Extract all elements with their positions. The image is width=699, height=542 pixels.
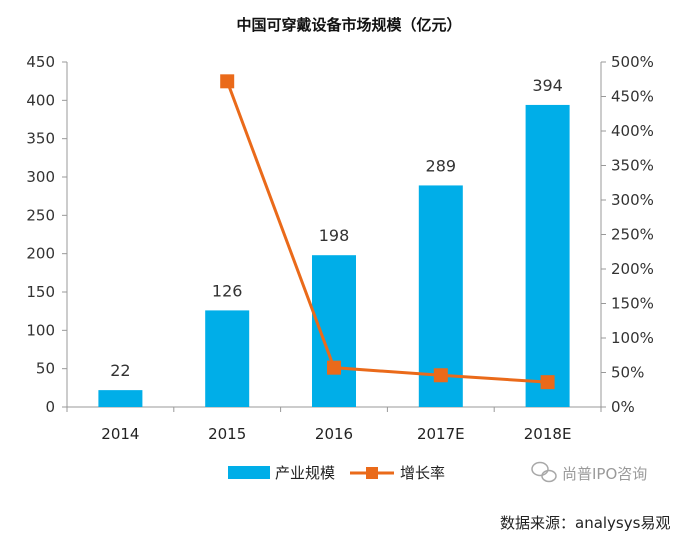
source-note: 数据来源：analysys易观 bbox=[500, 514, 670, 532]
line-point bbox=[433, 368, 448, 383]
chart-title: 中国可穿戴设备市场规模（亿元） bbox=[236, 16, 461, 34]
bar bbox=[312, 255, 356, 407]
left-tick-label: 400 bbox=[26, 91, 55, 109]
bar-data-label: 126 bbox=[212, 281, 243, 300]
legend: 产业规模 增长率 bbox=[228, 464, 445, 482]
left-tick-label: 100 bbox=[26, 321, 55, 339]
right-tick-label: 0% bbox=[611, 398, 635, 416]
right-tick-label: 100% bbox=[611, 329, 654, 347]
watermark-text: 尚普IPO咨询 bbox=[562, 465, 647, 483]
line-series bbox=[220, 74, 555, 390]
left-y-axis: 0 50 100 150 200 250 300 350 400 450 bbox=[26, 53, 68, 416]
left-tick-label: 250 bbox=[26, 206, 55, 224]
left-tick-label: 200 bbox=[26, 245, 55, 263]
x-tick-label: 2017E bbox=[417, 425, 465, 443]
wechat-icon bbox=[531, 461, 557, 483]
legend-swatch-marker bbox=[366, 467, 378, 479]
x-axis: 2014 2015 2016 2017E 2018E bbox=[66, 406, 602, 443]
line-point bbox=[220, 74, 235, 89]
left-tick-label: 150 bbox=[26, 283, 55, 301]
right-tick-label: 300% bbox=[611, 191, 654, 209]
bar bbox=[98, 390, 143, 407]
right-tick-label: 200% bbox=[611, 260, 654, 278]
bar-data-label: 289 bbox=[426, 156, 457, 175]
bar bbox=[205, 310, 250, 407]
left-tick-label: 350 bbox=[26, 130, 55, 148]
legend-label-bar: 产业规模 bbox=[275, 464, 335, 482]
line-point bbox=[327, 360, 341, 375]
bar-data-label: 198 bbox=[319, 226, 350, 245]
right-tick-label: 50% bbox=[611, 364, 644, 382]
right-tick-label: 450% bbox=[611, 88, 654, 106]
right-tick-label: 400% bbox=[611, 122, 654, 140]
left-tick-label: 300 bbox=[26, 168, 55, 186]
left-tick-label: 50 bbox=[36, 360, 55, 378]
right-tick-label: 250% bbox=[611, 226, 654, 244]
left-tick-label: 450 bbox=[26, 53, 55, 71]
bar-data-label: 394 bbox=[532, 76, 563, 95]
legend-swatch-bar bbox=[228, 466, 270, 479]
bar-data-label: 22 bbox=[110, 361, 130, 380]
x-tick-label: 2018E bbox=[524, 425, 572, 443]
right-tick-label: 150% bbox=[611, 295, 654, 313]
left-tick-label: 0 bbox=[45, 398, 55, 416]
legend-label-line: 增长率 bbox=[400, 464, 445, 482]
bar bbox=[525, 104, 570, 407]
x-tick-label: 2015 bbox=[208, 425, 246, 443]
right-tick-label: 350% bbox=[611, 157, 654, 175]
right-tick-label: 500% bbox=[611, 53, 654, 71]
bar-series bbox=[98, 104, 570, 407]
x-tick-label: 2016 bbox=[315, 425, 353, 443]
watermark: 尚普IPO咨询 bbox=[531, 461, 647, 483]
growth-line bbox=[225, 80, 548, 384]
x-tick-label: 2014 bbox=[101, 425, 139, 443]
right-y-axis: 0% 50% 100% 150% 200% 250% 300% 350% 400% 450% 500… bbox=[600, 53, 654, 416]
line-point bbox=[540, 375, 555, 390]
data-labels: 22 126 198 289 394 bbox=[110, 76, 563, 380]
